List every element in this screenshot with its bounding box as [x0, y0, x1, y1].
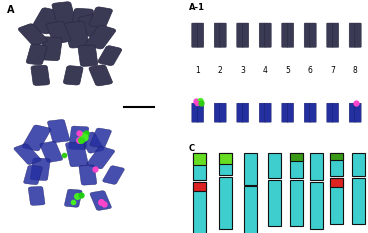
Text: A: A	[7, 5, 15, 15]
FancyBboxPatch shape	[327, 23, 333, 47]
FancyBboxPatch shape	[237, 23, 243, 47]
FancyBboxPatch shape	[47, 120, 70, 143]
Text: 6: 6	[308, 66, 313, 75]
Text: 8: 8	[353, 66, 358, 75]
FancyBboxPatch shape	[78, 45, 98, 66]
FancyBboxPatch shape	[355, 23, 361, 47]
FancyBboxPatch shape	[192, 103, 198, 122]
FancyBboxPatch shape	[259, 23, 266, 47]
FancyBboxPatch shape	[98, 46, 122, 65]
FancyBboxPatch shape	[40, 141, 63, 162]
FancyBboxPatch shape	[14, 144, 41, 165]
FancyBboxPatch shape	[31, 65, 50, 86]
Text: B-1: B-1	[188, 88, 205, 97]
Bar	[244, 186, 257, 233]
Bar	[353, 178, 365, 224]
FancyBboxPatch shape	[103, 166, 124, 184]
FancyBboxPatch shape	[304, 23, 311, 47]
Bar	[244, 153, 257, 185]
Text: 4: 4	[263, 66, 268, 75]
FancyBboxPatch shape	[214, 23, 220, 47]
Bar	[330, 178, 343, 224]
FancyBboxPatch shape	[26, 44, 47, 65]
FancyBboxPatch shape	[64, 21, 89, 48]
FancyBboxPatch shape	[243, 23, 249, 47]
Text: 1: 1	[195, 66, 200, 75]
Bar	[290, 153, 303, 178]
FancyBboxPatch shape	[24, 165, 42, 185]
FancyBboxPatch shape	[310, 103, 316, 122]
FancyBboxPatch shape	[69, 126, 89, 150]
FancyBboxPatch shape	[265, 103, 271, 122]
FancyBboxPatch shape	[265, 23, 271, 47]
FancyBboxPatch shape	[64, 66, 83, 85]
FancyBboxPatch shape	[22, 125, 51, 151]
FancyBboxPatch shape	[304, 103, 311, 122]
Bar	[290, 153, 303, 161]
FancyBboxPatch shape	[66, 141, 88, 167]
Bar	[193, 153, 206, 180]
FancyBboxPatch shape	[332, 103, 339, 122]
FancyBboxPatch shape	[310, 23, 316, 47]
FancyBboxPatch shape	[220, 23, 226, 47]
Bar	[290, 180, 303, 226]
FancyBboxPatch shape	[355, 103, 361, 122]
Text: 5: 5	[285, 66, 290, 75]
FancyBboxPatch shape	[90, 191, 112, 210]
FancyBboxPatch shape	[79, 132, 104, 153]
FancyBboxPatch shape	[18, 24, 47, 46]
FancyBboxPatch shape	[282, 23, 288, 47]
Text: 2: 2	[218, 66, 223, 75]
FancyBboxPatch shape	[327, 103, 333, 122]
Bar	[330, 153, 343, 176]
Bar	[268, 153, 281, 178]
FancyBboxPatch shape	[79, 165, 97, 185]
FancyBboxPatch shape	[78, 14, 105, 37]
FancyBboxPatch shape	[64, 189, 82, 207]
FancyBboxPatch shape	[89, 65, 112, 86]
FancyBboxPatch shape	[30, 158, 50, 181]
FancyBboxPatch shape	[90, 128, 112, 148]
FancyBboxPatch shape	[349, 103, 355, 122]
FancyBboxPatch shape	[237, 103, 243, 122]
Bar	[353, 153, 365, 176]
FancyBboxPatch shape	[197, 103, 204, 122]
Text: B: B	[7, 122, 15, 132]
Text: C: C	[188, 144, 195, 153]
Bar	[219, 177, 231, 229]
FancyBboxPatch shape	[332, 23, 339, 47]
Text: 7: 7	[330, 66, 335, 75]
FancyBboxPatch shape	[214, 103, 220, 122]
FancyBboxPatch shape	[282, 103, 288, 122]
Bar	[330, 153, 343, 160]
FancyBboxPatch shape	[287, 103, 294, 122]
FancyBboxPatch shape	[197, 23, 204, 47]
Bar	[310, 153, 323, 180]
FancyBboxPatch shape	[31, 8, 61, 34]
FancyBboxPatch shape	[89, 7, 112, 28]
FancyBboxPatch shape	[86, 146, 115, 169]
FancyBboxPatch shape	[349, 23, 355, 47]
Bar	[193, 182, 206, 233]
FancyBboxPatch shape	[243, 103, 249, 122]
Bar	[330, 178, 343, 187]
FancyBboxPatch shape	[71, 8, 93, 33]
Bar	[219, 153, 231, 164]
FancyBboxPatch shape	[192, 23, 198, 47]
FancyBboxPatch shape	[287, 23, 294, 47]
Text: 3: 3	[240, 66, 245, 75]
FancyBboxPatch shape	[52, 2, 76, 26]
Bar	[268, 180, 281, 226]
FancyBboxPatch shape	[220, 103, 226, 122]
FancyBboxPatch shape	[259, 103, 266, 122]
Bar	[193, 182, 206, 191]
FancyBboxPatch shape	[86, 25, 116, 49]
Bar	[193, 153, 206, 165]
FancyBboxPatch shape	[40, 37, 62, 61]
Bar	[219, 153, 231, 175]
Bar	[310, 182, 323, 229]
FancyBboxPatch shape	[46, 21, 71, 44]
Text: A-1: A-1	[188, 3, 205, 12]
FancyBboxPatch shape	[28, 186, 45, 206]
